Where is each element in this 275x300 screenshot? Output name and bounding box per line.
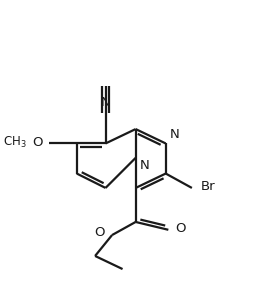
Text: Br: Br — [201, 180, 216, 193]
Text: O: O — [176, 222, 186, 235]
Text: CH$_3$: CH$_3$ — [3, 135, 27, 150]
Text: N: N — [101, 96, 111, 110]
Text: O: O — [94, 226, 105, 239]
Text: N: N — [139, 159, 149, 172]
Text: O: O — [32, 136, 43, 149]
Text: N: N — [170, 128, 179, 141]
